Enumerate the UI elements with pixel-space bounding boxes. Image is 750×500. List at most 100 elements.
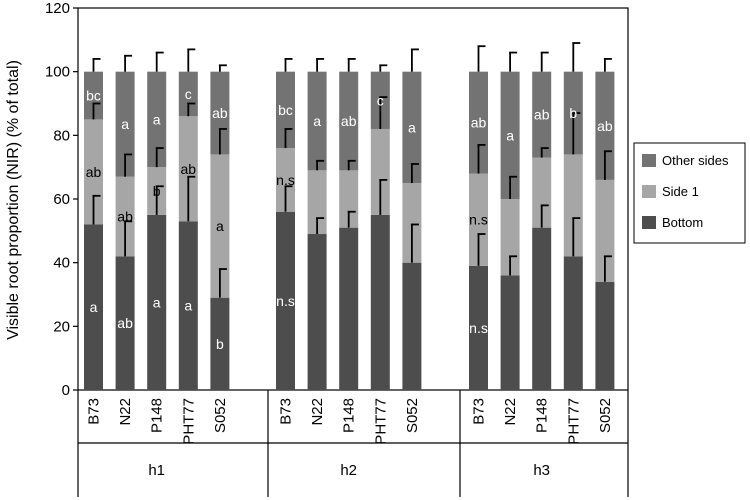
- bar-segment-other: [402, 71, 422, 184]
- bar-segment-bottom: [276, 211, 295, 390]
- significance-label: ab: [86, 164, 102, 180]
- bar-segment-side1: [469, 173, 488, 266]
- x-tick-label: P148: [149, 398, 166, 433]
- significance-label: ab: [471, 115, 487, 131]
- group-label: h2: [340, 462, 357, 479]
- bar-segment-bottom: [307, 234, 327, 390]
- bar-segment-other: [84, 71, 103, 120]
- x-tick-label: N22: [502, 398, 519, 426]
- significance-label: ab: [181, 161, 197, 177]
- bar-segment-other: [595, 71, 615, 180]
- x-tick-label: S052: [597, 398, 614, 433]
- bar-segment-side1: [563, 154, 583, 257]
- significance-label: c: [377, 92, 384, 108]
- bar-segment-bottom: [84, 224, 103, 390]
- legend-swatch: [642, 216, 656, 229]
- x-tick-label: S052: [212, 398, 229, 433]
- bar-segment-side1: [370, 128, 390, 215]
- x-tick-label: S052: [404, 398, 421, 433]
- bar-segment-side1: [84, 119, 103, 225]
- bar-segment-bottom: [595, 281, 615, 390]
- bar-segment-side1: [178, 116, 198, 222]
- significance-label: n.s: [469, 320, 488, 336]
- significance-label: n.s: [276, 172, 295, 188]
- y-tick-label: 60: [53, 191, 70, 208]
- bar-segment-bottom: [469, 265, 488, 390]
- bar-segment-bottom: [178, 221, 198, 390]
- significance-label: a: [153, 111, 161, 127]
- significance-label: ab: [117, 209, 133, 225]
- x-tick-label: B73: [278, 398, 295, 425]
- x-tick-label: N22: [309, 398, 326, 426]
- x-tick-label: PHT77: [372, 398, 389, 445]
- significance-label: ab: [341, 113, 357, 129]
- significance-label: ab: [212, 105, 228, 121]
- bar-segment-bottom: [563, 256, 583, 390]
- bar-segment-other: [339, 71, 359, 171]
- bar-segment-bottom: [402, 262, 422, 390]
- significance-label: a: [121, 116, 129, 132]
- bar-segment-other: [532, 71, 552, 158]
- bar-segment-other: [307, 71, 327, 171]
- y-tick-label: 0: [62, 382, 70, 399]
- bar-segment-bottom: [370, 214, 390, 390]
- x-tick-label: P148: [534, 398, 551, 433]
- bar-segment-bottom: [210, 297, 230, 390]
- legend-swatch: [642, 154, 656, 167]
- significance-label: a: [216, 218, 224, 234]
- bar-segment-other: [469, 71, 488, 174]
- y-tick-label: 120: [45, 0, 70, 17]
- bar-segment-side1: [210, 154, 230, 298]
- significance-label: a: [184, 298, 192, 314]
- significance-label: c: [185, 86, 192, 102]
- y-tick-label: 80: [53, 127, 70, 144]
- bar-segment-bottom: [532, 227, 552, 390]
- bar-segment-side1: [532, 157, 552, 228]
- x-tick-label: B73: [471, 398, 488, 425]
- y-tick-label: 20: [53, 318, 70, 335]
- x-tick-label: B73: [86, 398, 103, 425]
- significance-label: a: [90, 299, 98, 315]
- significance-label: a: [153, 294, 161, 310]
- bar-segment-other: [500, 71, 520, 199]
- bar-segment-side1: [276, 148, 295, 212]
- bar-segment-bottom: [500, 275, 520, 390]
- significance-label: n.s: [276, 293, 295, 309]
- legend-swatch: [642, 185, 656, 198]
- bar-segment-side1: [402, 183, 422, 263]
- bar-segment-other: [210, 71, 230, 155]
- significance-label: b: [153, 183, 161, 199]
- legend-label: Bottom: [662, 215, 703, 230]
- bar-segment-side1: [115, 176, 135, 257]
- significance-label: bc: [278, 102, 293, 118]
- significance-label: bc: [86, 88, 101, 104]
- significance-label: b: [216, 336, 224, 352]
- y-tick-label: 100: [45, 64, 70, 81]
- bar-segment-bottom: [339, 227, 359, 390]
- category-labels: B73 N22 P148 PHT77 S052 h1 B73 N22 P148 PHT77 S052…: [86, 398, 614, 479]
- x-tick-label: P148: [341, 398, 358, 433]
- bar-segment-other: [115, 71, 135, 177]
- y-axis-title: Visible root proportion (NIR) (% of tota…: [5, 60, 22, 340]
- legend: Other sides Side 1 Bottom: [633, 142, 746, 244]
- bar-segment-other: [147, 71, 167, 168]
- significance-label: a: [506, 127, 514, 143]
- significance-label: ab: [117, 315, 133, 331]
- x-tick-label: PHT77: [565, 398, 582, 445]
- group-label: h1: [148, 462, 165, 479]
- significance-label: ab: [597, 118, 613, 134]
- bar-segment-other: [178, 71, 198, 117]
- x-tick-label: N22: [117, 398, 134, 426]
- bar-segment-bottom: [147, 214, 167, 390]
- bar-segment-side1: [339, 170, 359, 228]
- significance-label: a: [313, 113, 321, 129]
- bar-segment-bottom: [115, 256, 135, 390]
- x-tick-label: PHT77: [180, 398, 197, 445]
- y-tick-label: 40: [53, 255, 70, 272]
- legend-label: Side 1: [662, 184, 699, 199]
- legend-label: Other sides: [662, 153, 729, 168]
- significance-label: a: [408, 119, 416, 135]
- significance-label: b: [569, 105, 577, 121]
